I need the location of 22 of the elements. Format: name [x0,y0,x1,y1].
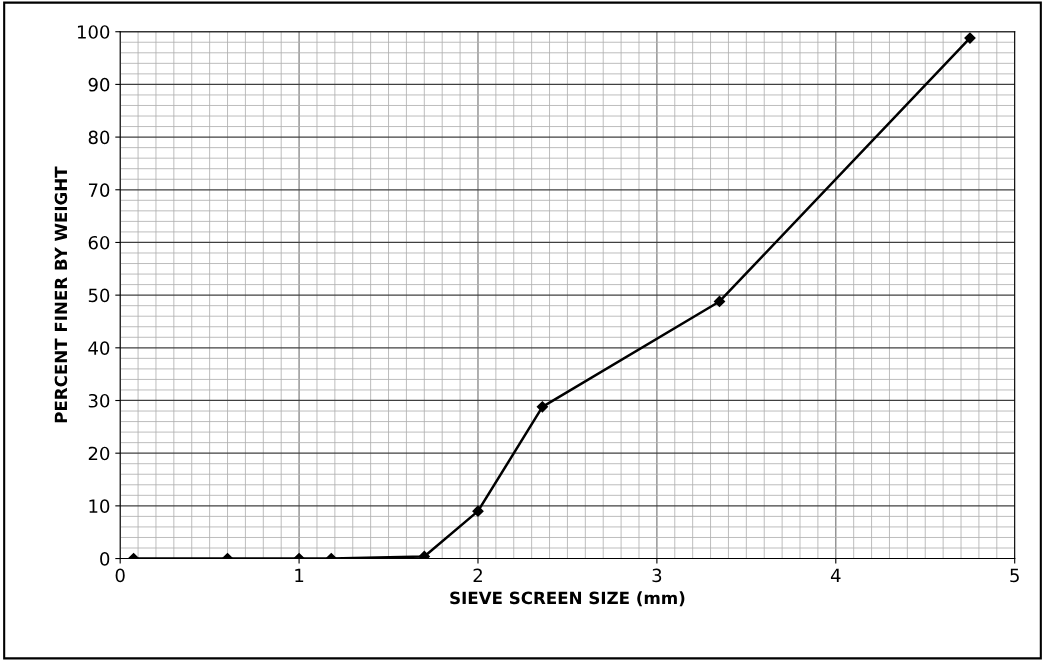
point [418,550,430,559]
y-tick-label: 10 [89,499,110,513]
point [713,295,726,308]
y-tick-label: 50 [88,288,110,303]
x-tick-label: 4 [830,568,841,582]
point [536,401,548,413]
y-axis-title: PERCENT FINER BY WEIGHT [54,166,68,423]
y-tick-label: 0 [100,552,110,566]
x-tick-label: 3 [652,568,662,583]
x-axis-title: SIEVE SCREEN SIZE (mm) [450,591,685,607]
y-tick-label: 40 [88,341,110,355]
x-tick-label: 1 [295,568,304,582]
x-tick-label: 5 [1010,568,1019,583]
y-tick-label: 100 [77,25,110,39]
y-tick-label: 20 [88,446,110,461]
x-tick-label: 2 [473,568,482,582]
y-tick-label: 30 [88,393,110,408]
y-tick-label: 90 [88,77,110,92]
y-tick-label: 80 [88,130,110,145]
y-tick-label: 70 [88,183,110,197]
y-tick-label: 60 [88,235,110,250]
x-tick-label: 0 [115,568,125,583]
